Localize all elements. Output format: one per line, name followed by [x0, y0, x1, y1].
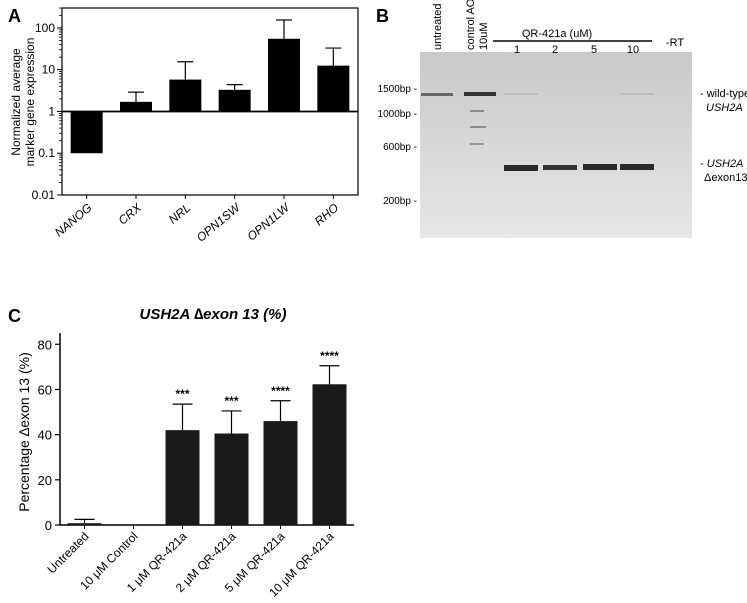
chart-a-xtick-label: NRL — [166, 201, 193, 227]
gel-wt-label: - wild-type — [700, 88, 747, 100]
chart-a-ylabel-line1: Normalized average — [9, 48, 23, 156]
gel-rt-label: -RT — [666, 37, 684, 49]
gel-band-10um-skip — [620, 164, 654, 170]
chart-c-significance: **** — [320, 349, 339, 363]
gel-conc-label-10: 10 — [627, 44, 639, 56]
gel-band-1um-skip — [504, 165, 538, 171]
gel-conc-label-5: 5 — [591, 44, 597, 56]
chart-a-ytick-label: 0.1 — [38, 146, 55, 160]
gel-group-label: QR-421a (uM) — [522, 28, 592, 40]
gel-lane-label-untreated: untreated — [432, 4, 444, 50]
chart-a-xtick-label: OPN1SW — [194, 200, 244, 245]
gel-band-2um-skip — [543, 165, 577, 170]
chart-c-bar — [165, 430, 200, 525]
gel-band-10um-wt — [620, 93, 654, 95]
chart-a-xtick-label: NANOG — [52, 201, 95, 240]
gel-conc-label-1: 1 — [514, 44, 520, 56]
chart-a-bar — [120, 101, 152, 112]
gel-lane-label-10um: 10uM — [478, 22, 490, 50]
chart-a-ylabel-line2: marker gene expression — [23, 38, 37, 167]
chart-a-ytick-label: 0.01 — [32, 188, 56, 202]
gel-image — [420, 52, 692, 238]
panel-c-letter: C — [8, 306, 21, 326]
gel-band-control-faint-2 — [470, 126, 486, 128]
chart-a-bar — [169, 79, 202, 112]
chart-c-ylabel: Percentage ∆exon 13 (%) — [16, 352, 32, 512]
gel-band-control-wt — [464, 92, 496, 96]
chart-a-ytick-label: 100 — [35, 21, 55, 35]
gel-skip-label: - USH2A — [700, 158, 743, 170]
panel-a-letter: A — [8, 6, 21, 26]
chart-c-ytick-label: 40 — [38, 428, 52, 443]
chart-c-bar — [67, 523, 102, 525]
chart-a: Normalized average marker gene expressio… — [9, 7, 359, 245]
gel-band-control-faint-1 — [470, 110, 484, 112]
gel-wt-gene-label: USH2A — [706, 102, 743, 114]
gel-ladder-1500: 1500bp - — [378, 84, 417, 95]
chart-a-frame — [61, 7, 359, 196]
panel-b-letter: B — [376, 6, 389, 26]
chart-c-ytick-label: 60 — [38, 382, 52, 397]
gel-ladder-1000: 1000bp - — [378, 109, 417, 120]
gel-skip-exon-label: Δexon13 — [704, 172, 747, 184]
chart-c-bar — [312, 384, 347, 525]
chart-a-ylabel: Normalized average marker gene expressio… — [9, 38, 37, 167]
gel-band-1um-wt — [504, 93, 538, 95]
chart-a-bar — [317, 65, 350, 112]
gel-band-control-faint-3 — [470, 143, 484, 145]
gel-panel: untreated control AON 10uM QR-421a (uM) … — [378, 0, 747, 238]
chart-a-xtick-label: OPN1LW — [244, 199, 293, 243]
chart-c: USH2A ∆exon 13 (%) Percentage ∆exon 13 (… — [16, 306, 354, 600]
chart-a-xtick-label: RHO — [312, 201, 341, 229]
chart-c-significance: *** — [224, 394, 238, 408]
chart-c-ytick-label: 0 — [45, 518, 52, 533]
gel-ladder-200: 200bp - — [383, 196, 417, 207]
chart-c-ytick-label: 80 — [38, 337, 52, 352]
gel-conc-label-2: 2 — [552, 44, 558, 56]
chart-a-bar — [218, 89, 251, 112]
chart-c-xtick-label: Untreated — [44, 529, 91, 576]
chart-a-ytick-label: 10 — [42, 63, 56, 77]
chart-a-ytick-label: 1 — [48, 104, 55, 118]
chart-c-ytick-label: 20 — [38, 473, 52, 488]
chart-c-significance: **** — [271, 384, 290, 398]
chart-c-bar — [263, 421, 298, 525]
gel-lane-label-control-aon: control AON — [465, 0, 477, 50]
chart-a-bar — [268, 38, 300, 112]
gel-band-untreated-wt — [421, 93, 453, 96]
chart-a-xtick-label: CRX — [116, 200, 145, 228]
chart-c-bar — [214, 433, 249, 525]
chart-c-title: USH2A ∆exon 13 (%) — [140, 306, 287, 323]
chart-c-significance: *** — [175, 387, 189, 401]
gel-band-5um-skip — [583, 164, 617, 170]
chart-a-bar — [70, 111, 103, 154]
gel-ladder-600: 600bp - — [383, 142, 417, 153]
